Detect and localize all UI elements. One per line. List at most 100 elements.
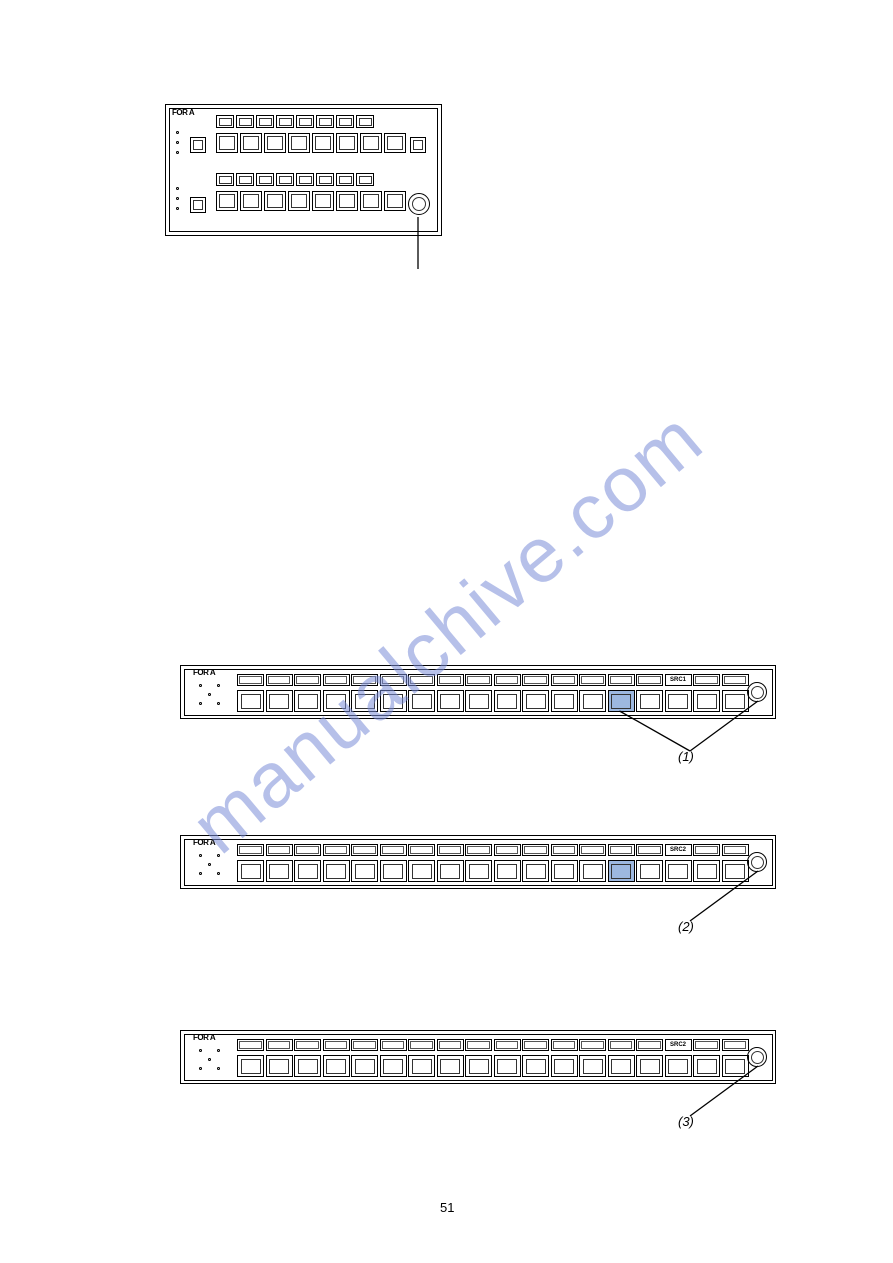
row-button-big[interactable] (336, 191, 358, 211)
row-button-small[interactable] (276, 115, 294, 128)
row-button-small[interactable] (256, 173, 274, 186)
row-button-small[interactable] (408, 674, 435, 686)
side-button[interactable] (190, 137, 206, 153)
row-button-small[interactable] (437, 1039, 464, 1051)
row-button-small[interactable] (551, 1039, 578, 1051)
row-button-big[interactable] (551, 860, 578, 882)
row-button-big[interactable] (722, 860, 749, 882)
row-button-big[interactable] (237, 1055, 264, 1077)
row-button-big[interactable] (323, 1055, 350, 1077)
row-button-big[interactable] (693, 860, 720, 882)
row-button-big[interactable] (288, 191, 310, 211)
row-button-big[interactable] (579, 690, 606, 712)
row-button-big[interactable] (360, 191, 382, 211)
row-button-big[interactable] (380, 860, 407, 882)
row-button-small[interactable] (608, 674, 635, 686)
row-button-small[interactable] (522, 1039, 549, 1051)
row-button-big[interactable] (636, 860, 663, 882)
row-button-big[interactable] (693, 1055, 720, 1077)
row-button-small[interactable] (316, 115, 334, 128)
row-button-big[interactable] (312, 191, 334, 211)
row-button-small[interactable] (693, 674, 720, 686)
row-button-big[interactable] (408, 1055, 435, 1077)
row-button-big[interactable] (522, 860, 549, 882)
row-button-small[interactable] (408, 844, 435, 856)
row-button-small[interactable] (408, 1039, 435, 1051)
row-button-big[interactable] (494, 690, 521, 712)
row-button-big[interactable] (437, 690, 464, 712)
panel-small-knob[interactable] (408, 193, 430, 215)
row-button-big[interactable] (384, 191, 406, 211)
row-button-big[interactable] (360, 133, 382, 153)
row-button-big[interactable] (351, 690, 378, 712)
row-button-small[interactable] (636, 844, 663, 856)
row-button-small[interactable] (216, 115, 234, 128)
row-button-small[interactable] (236, 115, 254, 128)
row-button-small[interactable] (351, 674, 378, 686)
row-button-big[interactable] (665, 860, 692, 882)
row-button-big[interactable] (551, 690, 578, 712)
row-button-big[interactable] (264, 133, 286, 153)
row-button-small[interactable] (316, 173, 334, 186)
row-button-big[interactable] (351, 860, 378, 882)
row-button-small[interactable] (551, 674, 578, 686)
row-button-small[interactable] (380, 1039, 407, 1051)
panel-knob[interactable] (747, 682, 767, 702)
row-button-small[interactable] (237, 1039, 264, 1051)
row-button-small[interactable] (465, 674, 492, 686)
row-button-big[interactable] (264, 191, 286, 211)
row-button-big[interactable] (336, 133, 358, 153)
row-button-big-highlighted[interactable] (608, 690, 635, 712)
row-button-small[interactable] (266, 674, 293, 686)
row-button-small[interactable] (351, 1039, 378, 1051)
row-button-big[interactable] (636, 1055, 663, 1077)
row-button-small[interactable] (437, 674, 464, 686)
row-button-big[interactable] (579, 860, 606, 882)
row-button-big[interactable] (665, 1055, 692, 1077)
row-button-big[interactable] (294, 1055, 321, 1077)
row-button-big-highlighted[interactable] (608, 860, 635, 882)
row-button-small[interactable] (351, 844, 378, 856)
row-button-small[interactable] (437, 844, 464, 856)
panel-knob[interactable] (747, 852, 767, 872)
row-button-small[interactable] (693, 844, 720, 856)
row-button-small[interactable] (236, 173, 254, 186)
row-button-small[interactable] (294, 1039, 321, 1051)
row-button-big[interactable] (608, 1055, 635, 1077)
row-button-small[interactable] (522, 674, 549, 686)
src-label-button[interactable]: SRC2 (665, 844, 692, 856)
row-button-small[interactable] (356, 173, 374, 186)
row-button-small[interactable] (636, 1039, 663, 1051)
row-button-small[interactable] (237, 674, 264, 686)
row-button-small[interactable] (579, 674, 606, 686)
row-button-small[interactable] (551, 844, 578, 856)
row-button-big[interactable] (312, 133, 334, 153)
side-button[interactable] (410, 137, 426, 153)
src-label-button[interactable]: SRC1 (665, 674, 692, 686)
row-button-small[interactable] (296, 115, 314, 128)
row-button-big[interactable] (237, 860, 264, 882)
row-button-big[interactable] (380, 1055, 407, 1077)
row-button-small[interactable] (380, 674, 407, 686)
row-button-small[interactable] (237, 844, 264, 856)
row-button-small[interactable] (579, 1039, 606, 1051)
row-button-big[interactable] (579, 1055, 606, 1077)
row-button-big[interactable] (216, 133, 238, 153)
row-button-big[interactable] (216, 191, 238, 211)
row-button-small[interactable] (294, 674, 321, 686)
row-button-small[interactable] (356, 115, 374, 128)
row-button-small[interactable] (722, 674, 749, 686)
row-button-small[interactable] (494, 1039, 521, 1051)
row-button-small[interactable] (522, 844, 549, 856)
row-button-small[interactable] (636, 674, 663, 686)
row-button-small[interactable] (323, 1039, 350, 1051)
row-button-small[interactable] (323, 844, 350, 856)
row-button-small[interactable] (256, 115, 274, 128)
row-button-big[interactable] (294, 690, 321, 712)
row-button-small[interactable] (693, 1039, 720, 1051)
row-button-big[interactable] (380, 690, 407, 712)
row-button-small[interactable] (336, 115, 354, 128)
row-button-small[interactable] (336, 173, 354, 186)
row-button-small[interactable] (494, 844, 521, 856)
row-button-big[interactable] (408, 860, 435, 882)
